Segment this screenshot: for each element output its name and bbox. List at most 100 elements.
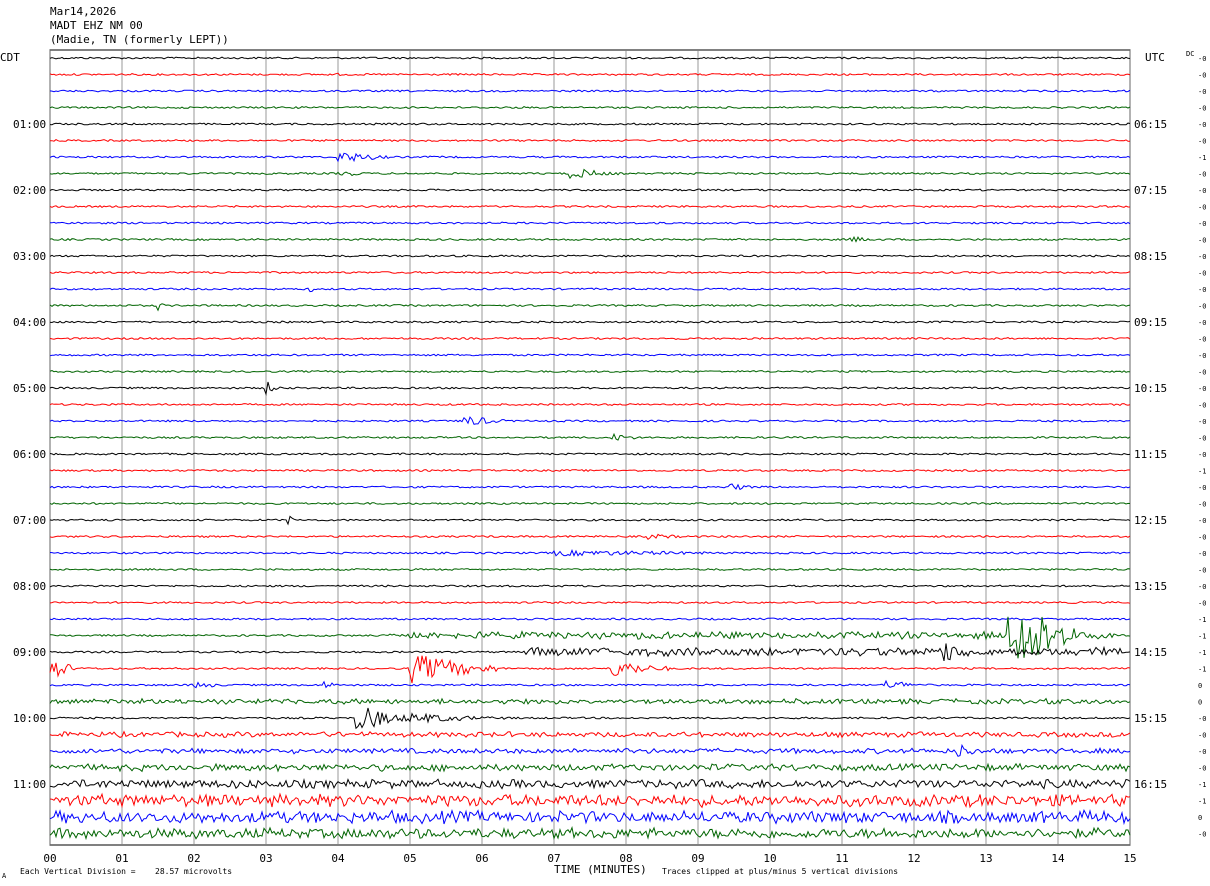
trace-40 (49, 707, 1131, 730)
x-tick-label: 01 (115, 852, 128, 865)
dc-offset-value: -1 (1198, 781, 1206, 789)
dc-offset-value: -0 (1198, 303, 1206, 311)
utc-hour-label: 15:15 (1134, 712, 1167, 725)
dc-offset-value: -0 (1198, 765, 1206, 773)
footer-mark: A (2, 872, 7, 880)
trace-28 (49, 515, 1131, 526)
trace-32 (49, 584, 1131, 588)
cdt-hour-label: 06:00 (13, 448, 46, 461)
dc-offset-value: -0 (1198, 171, 1206, 179)
station-location: (Madie, TN (formerly LEPT)) (50, 33, 229, 46)
trace-29 (49, 533, 1131, 541)
dc-offset-value: 0 (1198, 699, 1202, 707)
dc-offset-value: -0 (1198, 138, 1206, 146)
dc-offset-value: -0 (1198, 336, 1206, 344)
dc-offset-value: -0 (1198, 55, 1206, 63)
trace-17 (49, 336, 1131, 341)
utc-hour-label: 09:15 (1134, 316, 1167, 329)
x-tick-label: 15 (1123, 852, 1136, 865)
x-tick-label: 05 (403, 852, 416, 865)
cdt-hour-label: 04:00 (13, 316, 46, 329)
trace-8 (49, 188, 1131, 192)
trace-34 (49, 617, 1131, 621)
trace-16 (49, 320, 1131, 324)
cdt-hour-label: 08:00 (13, 580, 46, 593)
dc-offset-value: -1 (1198, 468, 1206, 476)
trace-47 (49, 825, 1131, 841)
trace-22 (49, 416, 1131, 425)
trace-36 (49, 643, 1131, 662)
station-code: MADT EHZ NM 00 (50, 19, 143, 32)
trace-9 (49, 204, 1130, 209)
x-tick-label: 00 (43, 852, 56, 865)
dc-offset-value: 0 (1198, 682, 1202, 690)
x-axis-label: TIME (MINUTES) (554, 863, 647, 876)
x-tick-label: 06 (475, 852, 488, 865)
trace-6 (49, 152, 1131, 163)
cdt-hour-label: 11:00 (13, 778, 46, 791)
trace-3 (49, 105, 1131, 110)
trace-39 (49, 697, 1131, 706)
trace-14 (49, 287, 1131, 293)
dc-offset-value: -1 (1198, 798, 1206, 806)
trace-26 (49, 483, 1131, 491)
timezone-right-label: UTC (1145, 51, 1165, 64)
trace-15 (49, 303, 1131, 312)
cdt-hour-label: 07:00 (13, 514, 46, 527)
utc-hour-label: 14:15 (1134, 646, 1167, 659)
dc-offset-value: -1 (1198, 154, 1206, 162)
trace-11 (49, 235, 1131, 243)
dc-offset-value: -0 (1198, 534, 1206, 542)
utc-hour-label: 08:15 (1134, 250, 1167, 263)
trace-45 (49, 792, 1131, 809)
dc-offset-value: -0 (1198, 286, 1206, 294)
dc-offset-value: -1 (1198, 616, 1206, 624)
x-tick-label: 02 (187, 852, 200, 865)
dc-offset-value: -0 (1198, 451, 1206, 459)
cdt-hour-label: 09:00 (13, 646, 46, 659)
trace-23 (49, 432, 1131, 441)
dc-offset-value: -0 (1198, 600, 1206, 608)
trace-21 (49, 402, 1131, 407)
dc-offset-value: -0 (1198, 72, 1206, 80)
dc-offset-value: -0 (1198, 352, 1206, 360)
dc-offset-value: 0 (1198, 814, 1202, 822)
utc-hour-label: 11:15 (1134, 448, 1167, 461)
trace-30 (49, 549, 1131, 557)
dc-offset-value: -1 (1198, 649, 1206, 657)
x-tick-label: 04 (331, 852, 345, 865)
trace-44 (49, 778, 1131, 790)
dc-offset-value: -0 (1198, 732, 1206, 740)
trace-10 (49, 221, 1131, 225)
dc-offset-value: -1 (1198, 633, 1206, 641)
dc-offset-value: -1 (1198, 666, 1206, 674)
utc-hour-label: 06:15 (1134, 118, 1167, 131)
trace-5 (49, 138, 1131, 143)
trace-1 (49, 72, 1131, 77)
scale-note-value: 28.57 microvolts (155, 867, 233, 876)
dc-offset-value: -0 (1198, 385, 1206, 393)
plot-frame (49, 49, 1131, 846)
timezone-left-label: CDT (0, 51, 20, 64)
dc-offset-value: -0 (1198, 402, 1206, 410)
utc-hour-label: 12:15 (1134, 514, 1167, 527)
dc-offset-header: DC (1186, 50, 1195, 58)
trace-46 (49, 808, 1131, 826)
dc-offset-value: -0 (1198, 237, 1206, 245)
utc-hour-label: 10:15 (1134, 382, 1167, 395)
dc-offset-value: -0 (1198, 369, 1206, 377)
trace-31 (49, 567, 1131, 572)
trace-43 (49, 762, 1131, 773)
cdt-hour-label: 02:00 (13, 184, 46, 197)
dc-offset-value: -0 (1198, 715, 1206, 723)
utc-hour-label: 07:15 (1134, 184, 1167, 197)
dc-offset-value: -0 (1198, 435, 1206, 443)
trace-7 (49, 168, 1131, 180)
dc-offset-value: -0 (1198, 270, 1206, 278)
dc-offset-value: -0 (1198, 831, 1206, 839)
dc-offset-value: -0 (1198, 748, 1206, 756)
trace-18 (49, 353, 1131, 357)
trace-35 (49, 616, 1131, 659)
chart-date: Mar14,2026 (50, 5, 117, 18)
trace-12 (49, 254, 1131, 258)
